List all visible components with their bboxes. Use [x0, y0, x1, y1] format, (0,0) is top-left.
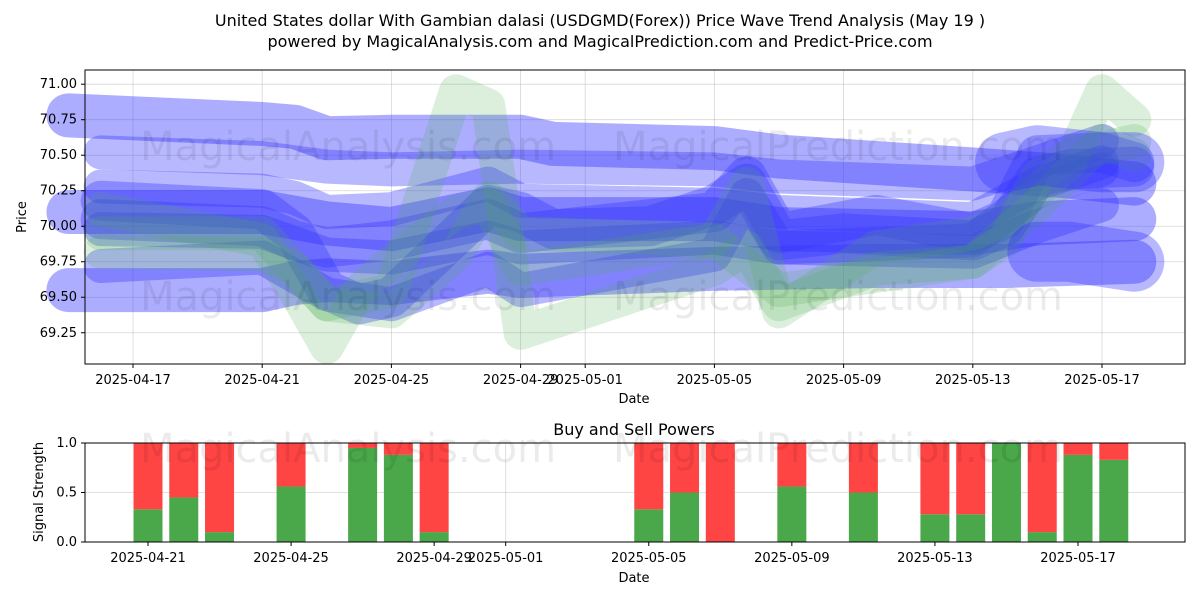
sell-power-bar [634, 443, 664, 510]
buy-power-bar [1063, 454, 1093, 542]
price-y-tick-label: 70.75 [40, 113, 77, 128]
price-x-tick-label: 2025-05-09 [806, 373, 882, 388]
price-wave-series-12 [83, 124, 1152, 329]
buy-power-bar [991, 443, 1021, 542]
sell-power-bar [1027, 443, 1057, 533]
power-x-tick-label: 2025-04-21 [110, 551, 186, 566]
price-y-tick-label: 70.00 [40, 219, 77, 234]
watermark-prediction-lower: MagicalPrediction.com [613, 426, 1063, 472]
sell-power-bar [348, 443, 378, 448]
buy-power-bar [777, 486, 807, 542]
price-x-tick-label: 2025-04-17 [95, 373, 171, 388]
power-y-tick-label: 0.0 [56, 535, 77, 550]
price-plot-border [84, 69, 1186, 365]
watermark-analysis-lower: MagicalAnalysis.com [140, 426, 556, 472]
price-y-tick-label: 69.25 [40, 326, 77, 341]
buy-power-bar [133, 509, 163, 542]
sell-power-bar [133, 443, 163, 510]
sell-power-bar [848, 443, 878, 493]
buy-power-bar [634, 509, 664, 542]
power-y-axis-label: Signal Strength [32, 442, 47, 542]
price-wave-series-8 [80, 132, 1155, 268]
buy-power-bar [276, 486, 306, 542]
price-y-tick-label: 69.75 [40, 255, 77, 270]
power-x-axis-label: Date [618, 571, 649, 586]
buy-power-bar [920, 514, 950, 542]
price-x-tick-label: 2025-05-05 [677, 373, 753, 388]
sell-power-bar [169, 443, 199, 498]
sell-power-bar [670, 443, 700, 493]
price-wave-series-2 [46, 239, 1157, 313]
buy-power-bar [205, 532, 235, 542]
buy-power-bar [169, 497, 199, 542]
price-y-tick-label: 70.50 [40, 148, 77, 163]
watermark-prediction-top: MagicalPrediction.com [613, 124, 1063, 170]
buy-power-bar [1027, 532, 1057, 542]
price-x-tick-label: 2025-05-17 [1064, 373, 1140, 388]
power-x-tick-label: 2025-05-17 [1040, 551, 1116, 566]
price-x-tick-label: 2025-04-29 [483, 373, 559, 388]
price-x-tick-label: 2025-04-25 [354, 373, 430, 388]
buy-power-bar [348, 447, 378, 542]
price-wave-series-9 [80, 146, 1155, 325]
buy-power-bar [383, 454, 413, 542]
chart-title-line-2: powered by MagicalAnalysis.com and Magic… [267, 32, 932, 51]
price-wave-series-6 [83, 187, 1119, 275]
price-y-tick-label: 69.50 [40, 290, 77, 305]
price-wave-series-7 [83, 152, 1119, 322]
buy-power-bar [670, 492, 700, 542]
power-x-tick-label: 2025-04-29 [396, 551, 472, 566]
sell-power-bar [1063, 443, 1093, 455]
price-y-tick-label: 71.00 [40, 77, 77, 92]
sell-power-bar [920, 443, 950, 515]
price-plot-frame-bg [85, 70, 1185, 364]
power-y-tick-label: 0.5 [56, 486, 77, 501]
price-wave-series-3 [46, 187, 1157, 256]
sell-power-bar [705, 443, 735, 542]
buy-power-bar [419, 532, 449, 542]
price-wave-series-13 [975, 125, 1165, 193]
price-wave-series-1 [46, 93, 1157, 206]
buy-power-bar [956, 514, 986, 542]
power-x-tick-label: 2025-04-25 [253, 551, 329, 566]
sell-power-bar [956, 443, 986, 515]
power-x-tick-label: 2025-05-01 [468, 551, 544, 566]
sell-power-bar [383, 443, 413, 455]
sell-power-bar [276, 443, 306, 487]
price-wave-series-14 [1007, 221, 1165, 292]
chart-title-line-1: United States dollar With Gambian dalasi… [215, 11, 985, 30]
power-x-tick-label: 2025-05-13 [897, 551, 973, 566]
sell-power-bar [205, 443, 235, 533]
price-wave-series-4 [83, 124, 1119, 201]
price-wave-series-11 [83, 74, 1152, 350]
sell-power-bar [777, 443, 807, 487]
power-y-tick-label: 1.0 [56, 436, 77, 451]
power-x-tick-label: 2025-05-05 [611, 551, 687, 566]
price-x-tick-label: 2025-04-21 [224, 373, 300, 388]
price-x-tick-label: 2025-05-13 [935, 373, 1011, 388]
price-y-axis-label: Price [15, 201, 30, 233]
buy-sell-power-chart: Buy and Sell Powers MagicalAnalysis.com … [32, 420, 1186, 586]
buy-power-bar [1099, 459, 1129, 542]
price-y-tick-label: 70.25 [40, 184, 77, 199]
watermark-analysis-top: MagicalAnalysis.com [140, 124, 556, 170]
price-x-tick-label: 2025-05-01 [547, 373, 623, 388]
watermark-analysis-bottom: MagicalAnalysis.com [140, 274, 556, 320]
price-wave-chart: MagicalAnalysis.com MagicalPrediction.co… [15, 69, 1186, 407]
price-wave-series-5 [83, 145, 1119, 237]
watermark-prediction-bottom: MagicalPrediction.com [613, 274, 1063, 320]
sell-power-bar [1099, 443, 1129, 460]
buy-sell-title: Buy and Sell Powers [553, 420, 715, 439]
sell-power-bar [419, 443, 449, 533]
buy-power-bar [848, 492, 878, 542]
power-x-tick-label: 2025-05-09 [754, 551, 830, 566]
price-x-axis-label: Date [618, 392, 649, 407]
price-wave-series-10 [83, 74, 1152, 364]
